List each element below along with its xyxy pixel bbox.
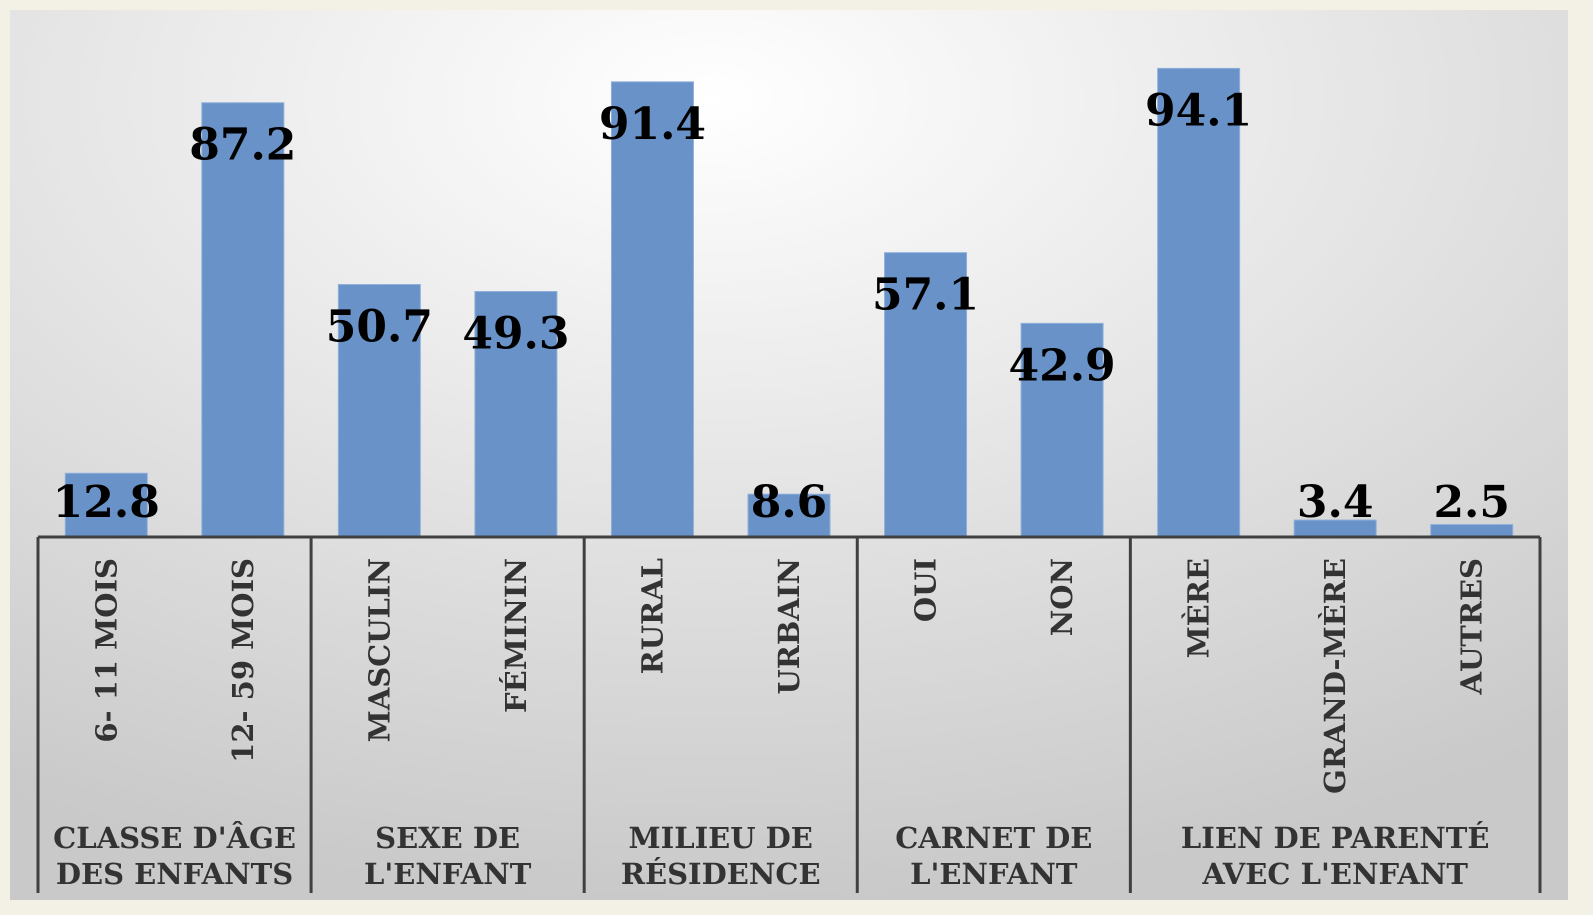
group-label: CARNET DE bbox=[895, 821, 1092, 855]
data-label: 3.4 bbox=[1297, 477, 1374, 528]
x-tick-label: URBAIN bbox=[772, 558, 806, 694]
x-tick-label: 6- 11 MOIS bbox=[89, 558, 123, 743]
group-label: MILIEU DE bbox=[629, 821, 813, 855]
data-label: 42.9 bbox=[1009, 340, 1116, 391]
bar bbox=[474, 290, 558, 538]
bar bbox=[337, 284, 421, 538]
group-label: RÉSIDENCE bbox=[621, 856, 821, 891]
bar bbox=[1020, 322, 1104, 538]
data-label: 8.6 bbox=[751, 477, 828, 528]
data-label: 2.5 bbox=[1433, 477, 1510, 528]
group-label: LIEN DE PARENTÉ bbox=[1181, 820, 1490, 855]
x-tick-label: MASCULIN bbox=[362, 558, 396, 742]
data-label: 12.8 bbox=[53, 477, 160, 528]
bar bbox=[201, 102, 285, 538]
x-tick-label: NON bbox=[1045, 558, 1079, 636]
x-tick-label: RURAL bbox=[635, 558, 669, 674]
x-tick-label: OUI bbox=[909, 558, 943, 622]
bar bbox=[1157, 67, 1241, 538]
x-tick-label: FÉMININ bbox=[498, 558, 533, 713]
group-label: L'ENFANT bbox=[910, 857, 1078, 891]
data-label: 50.7 bbox=[326, 302, 433, 353]
group-label: AVEC L'ENFANT bbox=[1201, 857, 1468, 891]
x-tick-label: AUTRES bbox=[1455, 558, 1489, 696]
bar bbox=[610, 81, 694, 538]
x-tick-label: 12- 59 MOIS bbox=[226, 558, 260, 763]
group-label: L'ENFANT bbox=[364, 857, 532, 891]
data-label: 57.1 bbox=[872, 270, 979, 321]
data-label: 49.3 bbox=[462, 308, 569, 359]
group-label: SEXE DE bbox=[375, 821, 520, 855]
data-label: 87.2 bbox=[189, 120, 296, 171]
group-label: CLASSE D'ÂGE bbox=[53, 820, 296, 855]
x-tick-label: GRAND-MÈRE bbox=[1317, 558, 1352, 794]
data-label: 91.4 bbox=[599, 99, 706, 150]
x-tick-label: MÈRE bbox=[1181, 558, 1216, 658]
data-label: 94.1 bbox=[1145, 85, 1252, 136]
group-label: DES ENFANTS bbox=[56, 857, 293, 891]
bar bbox=[64, 472, 148, 538]
